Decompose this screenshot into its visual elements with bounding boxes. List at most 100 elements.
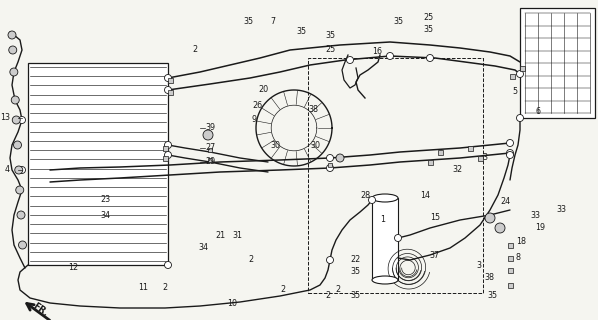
Text: 5: 5	[512, 87, 517, 97]
Text: 7: 7	[270, 18, 276, 27]
Text: 25: 25	[325, 45, 335, 54]
Text: 2: 2	[280, 285, 285, 294]
Circle shape	[395, 235, 401, 242]
Bar	[308, 58, 483, 293]
Text: 34: 34	[198, 244, 208, 252]
Bar	[163, 146, 167, 150]
Circle shape	[16, 186, 24, 194]
Circle shape	[164, 86, 172, 93]
Text: 11: 11	[138, 284, 148, 292]
Circle shape	[507, 140, 514, 147]
Circle shape	[346, 57, 353, 63]
Text: 12: 12	[68, 263, 78, 273]
Text: 1: 1	[380, 215, 385, 225]
Text: 35: 35	[243, 18, 253, 27]
Bar	[508, 283, 512, 287]
Circle shape	[8, 31, 16, 39]
Bar	[372, 198, 398, 280]
Text: 18: 18	[516, 237, 526, 246]
Text: 10: 10	[227, 300, 237, 308]
Circle shape	[10, 68, 18, 76]
Text: 2: 2	[193, 45, 197, 54]
Bar	[508, 243, 512, 247]
Text: 3: 3	[476, 260, 481, 269]
Bar	[468, 146, 472, 150]
Bar	[208, 148, 212, 152]
Circle shape	[203, 130, 213, 140]
Text: 13: 13	[0, 114, 10, 123]
Bar	[508, 268, 512, 273]
Circle shape	[327, 257, 334, 263]
Text: 34: 34	[100, 211, 110, 220]
Text: 26: 26	[252, 100, 262, 109]
Circle shape	[485, 213, 495, 223]
Text: 25: 25	[423, 13, 433, 22]
Text: 6: 6	[536, 108, 541, 116]
Text: 28: 28	[360, 190, 370, 199]
Text: 35: 35	[325, 30, 335, 39]
Circle shape	[386, 52, 393, 60]
Circle shape	[15, 166, 23, 174]
Text: 35: 35	[487, 291, 497, 300]
Circle shape	[426, 54, 434, 61]
Circle shape	[164, 261, 172, 268]
Text: 20: 20	[258, 85, 268, 94]
Text: 15: 15	[430, 213, 440, 222]
Text: 2: 2	[325, 291, 330, 300]
Circle shape	[17, 211, 25, 219]
Text: 8: 8	[516, 253, 521, 262]
Circle shape	[19, 241, 26, 249]
Circle shape	[12, 116, 20, 124]
Circle shape	[14, 141, 22, 149]
Ellipse shape	[372, 276, 398, 284]
Text: 2: 2	[162, 284, 167, 292]
Bar	[163, 156, 167, 161]
Text: 22: 22	[350, 255, 360, 265]
Bar	[477, 156, 483, 161]
Text: 31: 31	[232, 230, 242, 239]
Text: 33: 33	[556, 205, 566, 214]
Circle shape	[495, 223, 505, 233]
Bar	[508, 255, 512, 260]
Text: 35: 35	[393, 18, 403, 27]
Bar	[208, 158, 212, 162]
Circle shape	[517, 115, 523, 122]
Text: 37: 37	[430, 251, 440, 260]
Text: 35: 35	[296, 28, 306, 36]
Circle shape	[19, 116, 26, 124]
Circle shape	[164, 141, 172, 148]
Text: 3: 3	[482, 154, 487, 163]
Text: 35: 35	[350, 268, 360, 276]
Circle shape	[507, 149, 514, 156]
Circle shape	[368, 196, 376, 204]
Text: 2: 2	[335, 285, 340, 294]
Bar	[520, 66, 524, 70]
Text: 27: 27	[205, 143, 215, 153]
Bar	[167, 77, 172, 83]
Ellipse shape	[372, 194, 398, 202]
Circle shape	[327, 155, 334, 162]
Bar	[520, 8, 595, 118]
Bar	[509, 74, 514, 78]
Text: 4: 4	[5, 165, 10, 174]
Text: 23: 23	[100, 196, 110, 204]
Circle shape	[11, 96, 19, 104]
Circle shape	[507, 151, 514, 158]
Text: 30: 30	[310, 140, 320, 149]
Text: 9: 9	[252, 116, 257, 124]
Text: 32: 32	[452, 165, 462, 174]
Text: 33: 33	[530, 211, 540, 220]
Text: 38: 38	[484, 274, 494, 283]
Text: 35: 35	[423, 26, 433, 35]
Bar	[328, 163, 332, 167]
Text: 21: 21	[215, 230, 225, 239]
Text: 35: 35	[350, 291, 360, 300]
Text: 29: 29	[205, 157, 215, 166]
Text: 24: 24	[500, 197, 510, 206]
Text: 39: 39	[205, 124, 215, 132]
Bar	[28, 63, 168, 265]
Circle shape	[19, 166, 26, 173]
Text: 38: 38	[308, 106, 318, 115]
Bar	[438, 149, 443, 155]
Circle shape	[9, 46, 17, 54]
